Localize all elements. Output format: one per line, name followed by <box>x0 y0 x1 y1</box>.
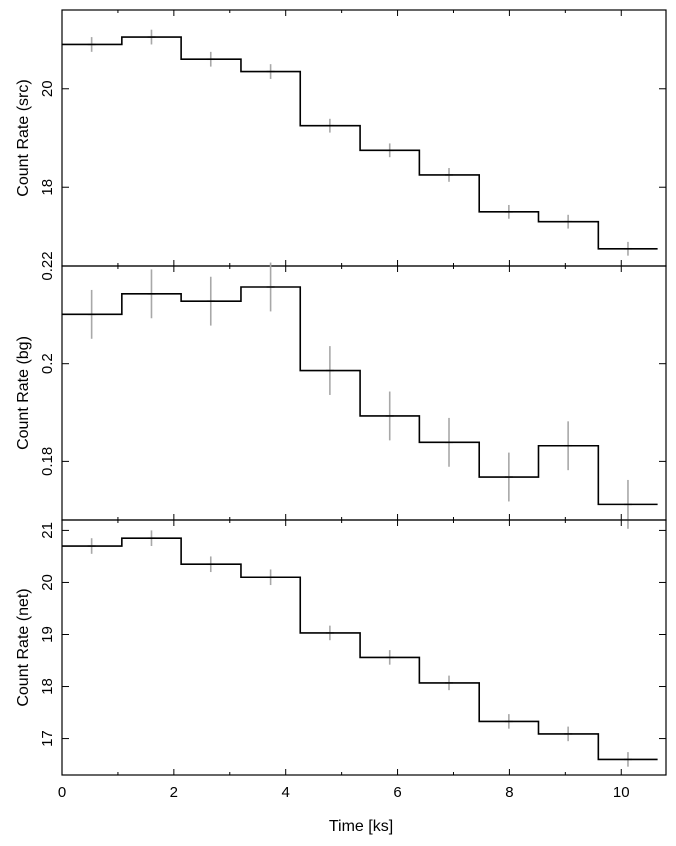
x-tick-label: 4 <box>282 784 290 801</box>
x-tick-label: 0 <box>58 784 66 801</box>
y-tick-label: 19 <box>39 626 56 643</box>
panel-frame <box>61 9 667 267</box>
panel-frame <box>61 265 667 521</box>
panel-3: 17 18 19 20 21 Count Rate (net) <box>15 519 667 776</box>
x-axis-label: Time [ks] <box>329 818 393 835</box>
x-tick-label: 2 <box>170 784 178 801</box>
rate-step-line <box>62 36 658 250</box>
panel-2: 0.18 0.2 0.22 Count Rate (bg) <box>15 251 667 529</box>
y-tick-label: 0.22 <box>39 251 56 280</box>
y-tick-label: 20 <box>39 574 56 591</box>
y-tick-label: 18 <box>39 179 56 196</box>
y-tick-label: 21 <box>39 522 56 539</box>
y-tick-label: 18 <box>39 678 56 695</box>
y-tick-label: 17 <box>39 730 56 747</box>
y-axis-label: Count Rate (src) <box>15 79 32 196</box>
x-tick-label: 8 <box>505 784 513 801</box>
panel-frame <box>61 519 667 776</box>
y-axis-label: Count Rate (net) <box>15 588 32 706</box>
y-tick-label: 0.2 <box>39 353 56 374</box>
rate-step-line <box>62 537 658 761</box>
x-tick-label: 6 <box>393 784 401 801</box>
x-tick-label: 10 <box>613 784 630 801</box>
rate-step-line <box>62 286 658 506</box>
y-axis-label: Count Rate (bg) <box>15 336 32 450</box>
panel-1: 18 20 Count Rate (src) <box>15 9 667 267</box>
y-tick-label: 0.18 <box>39 447 56 476</box>
y-tick-label: 20 <box>39 80 56 97</box>
